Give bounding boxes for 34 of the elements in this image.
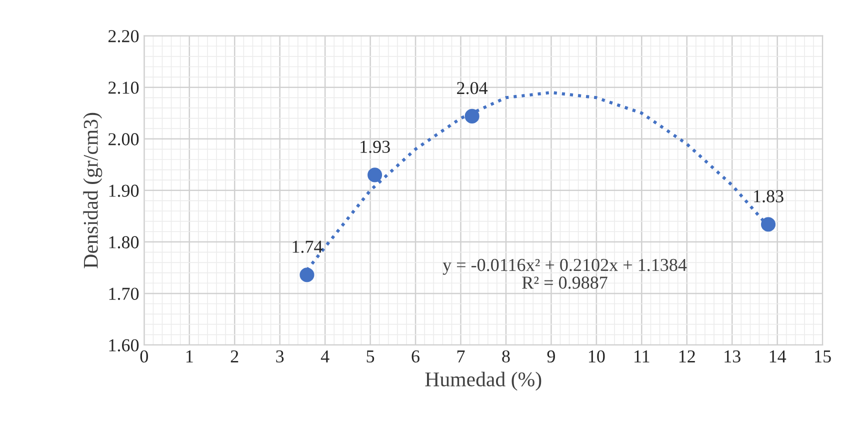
x-tick-label: 0 bbox=[140, 350, 148, 363]
x-tick-label: 5 bbox=[366, 350, 374, 363]
x-tick-label: 10 bbox=[588, 350, 605, 363]
y-axis-title: Densidad (gr/cm3) bbox=[83, 112, 102, 268]
annotation: y = -0.0116x² + 0.2102x + 1.1384 R² = 0.9887 bbox=[442, 258, 687, 289]
x-tick-label: 7 bbox=[457, 350, 465, 362]
x-tick-label: 8 bbox=[502, 350, 510, 363]
x-tick-label: 14 bbox=[770, 350, 786, 362]
x-tick-label: 4 bbox=[320, 350, 330, 362]
point bbox=[300, 268, 314, 282]
x-axis-title: Humedad (%) bbox=[425, 372, 542, 391]
x-tick-label: 3 bbox=[276, 350, 284, 363]
y-tick-label: 1.90 bbox=[109, 184, 139, 197]
point bbox=[464, 108, 480, 124]
x-tick-label: 2 bbox=[230, 350, 238, 362]
y-tick-label: 1.80 bbox=[109, 236, 139, 248]
y-tick-label: 2.20 bbox=[108, 30, 139, 42]
point bbox=[368, 168, 382, 182]
x-tick-label: 11 bbox=[634, 350, 650, 362]
data-label: 2.04 bbox=[457, 82, 488, 94]
x-tick-label: 13 bbox=[724, 350, 740, 363]
data-label: 1.74 bbox=[292, 240, 322, 253]
y-tick-label: 1.70 bbox=[109, 288, 139, 300]
y-tick-label: 1.60 bbox=[109, 339, 139, 352]
data-label: 1.83 bbox=[754, 190, 784, 202]
x-tick-label: 1 bbox=[186, 350, 193, 362]
y-tick-label: 2.10 bbox=[108, 82, 139, 94]
data-label: 1.93 bbox=[360, 140, 390, 153]
point bbox=[761, 217, 776, 232]
x-tick-label: 12 bbox=[679, 350, 695, 362]
x-tick-label: 9 bbox=[547, 350, 555, 363]
y-tick-label: 2.00 bbox=[108, 133, 139, 146]
x-tick-label: 6 bbox=[412, 350, 420, 363]
x-tick-label: 15 bbox=[815, 350, 831, 363]
